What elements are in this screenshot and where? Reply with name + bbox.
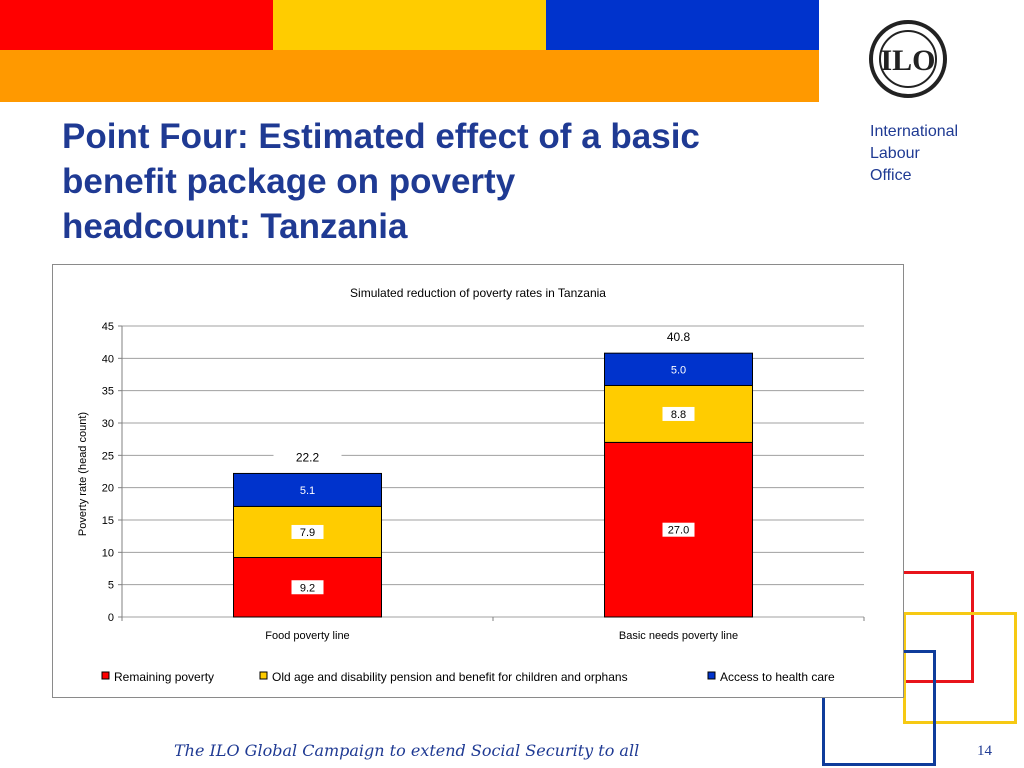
footer-text: The ILO Global Campaign to extend Social…: [174, 741, 640, 760]
y-tick-label: 10: [102, 547, 114, 559]
legend-swatch: [101, 671, 110, 680]
total-label-box: [644, 328, 713, 347]
organization-name: International Labour Office: [870, 121, 958, 187]
page-number: 14: [977, 743, 992, 759]
x-category-label: Basic needs poverty line: [619, 630, 738, 642]
decor-square-yellow: [903, 612, 1017, 724]
chart-frame: [52, 264, 904, 698]
data-label-box: [291, 524, 324, 539]
slide-title-line: headcount: Tanzania: [62, 207, 408, 246]
slide-title-line: Point Four: Estimated effect of a basic: [62, 117, 700, 156]
data-label: 8.8: [671, 409, 686, 421]
organization-line: Office: [870, 167, 912, 184]
header-band-yellow: [273, 0, 546, 50]
y-tick-label: 15: [102, 515, 114, 527]
total-label-box: [273, 448, 342, 467]
total-label: 40.8: [667, 330, 691, 344]
legend-label: Access to health care: [720, 670, 835, 684]
y-tick-label: 20: [102, 483, 114, 495]
logo-text: ILO: [880, 44, 935, 77]
header-band-red: [0, 0, 273, 50]
legend-swatch: [259, 671, 268, 680]
chart-title: Simulated reduction of poverty rates in …: [350, 286, 606, 300]
data-label: 7.9: [300, 527, 315, 539]
organization-line: International: [870, 123, 959, 140]
data-label: 5.1: [300, 485, 315, 497]
stacked-bar-chart: Simulated reduction of poverty rates in …: [77, 286, 865, 684]
y-axis-label: Poverty rate (head count): [77, 412, 89, 536]
y-tick-label: 40: [102, 353, 114, 365]
data-label-box: [662, 406, 695, 421]
slide-title-line: benefit package on poverty: [62, 162, 516, 201]
legend-label: Old age and disability pension and benef…: [272, 670, 628, 684]
total-label: 22.2: [296, 450, 320, 464]
ilo-logo: ILO: [869, 20, 947, 98]
data-label-box: [662, 522, 695, 537]
x-category-label: Food poverty line: [265, 630, 349, 642]
header-band-orange: [0, 50, 819, 102]
y-tick-label: 0: [108, 612, 114, 624]
bar-segment: [604, 352, 753, 386]
y-tick-label: 30: [102, 418, 114, 430]
legend-swatch: [707, 671, 716, 680]
logo-gear-icon: [869, 20, 947, 98]
data-label: 9.2: [300, 582, 315, 594]
data-label: 5.0: [671, 364, 686, 376]
data-label: 27.0: [668, 525, 689, 537]
bar-segment: [233, 472, 382, 507]
y-tick-label: 45: [102, 321, 114, 333]
data-label-box: [291, 580, 324, 595]
y-tick-label: 25: [102, 450, 114, 462]
legend-label: Remaining poverty: [114, 670, 214, 684]
slide-title: Point Four: Estimated effect of a basic …: [62, 114, 822, 249]
y-tick-label: 35: [102, 386, 114, 398]
organization-line: Labour: [870, 145, 920, 162]
y-tick-label: 5: [108, 580, 114, 592]
header-band-blue: [546, 0, 819, 50]
